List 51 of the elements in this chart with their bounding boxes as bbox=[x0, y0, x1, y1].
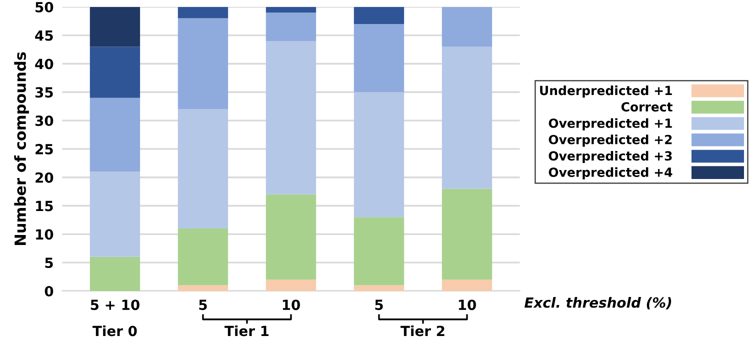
bar bbox=[354, 92, 404, 218]
y-tick-label: 20 bbox=[36, 172, 54, 183]
x-tick-label: 5 bbox=[199, 300, 207, 310]
y-tick-label: 10 bbox=[36, 229, 54, 240]
bar bbox=[178, 6, 228, 18]
y-tick-label: 45 bbox=[35, 30, 53, 41]
bar bbox=[354, 6, 404, 24]
text: Excl. threshold (%) bbox=[524, 297, 672, 310]
text: Tier 0 bbox=[92, 325, 137, 336]
x-tick-label: 10 bbox=[282, 300, 300, 310]
bar bbox=[90, 256, 140, 291]
bar bbox=[90, 172, 140, 257]
legend-label: Overpredicted +4 bbox=[548, 167, 672, 180]
bar bbox=[442, 46, 492, 189]
bar bbox=[266, 41, 316, 194]
bar bbox=[90, 98, 140, 172]
bar bbox=[90, 46, 140, 98]
bar bbox=[442, 280, 492, 291]
bar bbox=[442, 188, 492, 280]
text: Tier 1 bbox=[224, 325, 269, 336]
legend-label: Underpredicted +1 bbox=[540, 86, 672, 98]
x-tick-label: 5 bbox=[375, 300, 383, 310]
legend-label: Overpredicted +1 bbox=[548, 118, 672, 130]
bar bbox=[354, 285, 404, 291]
bar bbox=[178, 18, 228, 110]
x-tick-label: 5 + 10 bbox=[90, 300, 140, 310]
y-tick-label: 50 bbox=[36, 2, 54, 12]
y-axis-title: Number of compounds bbox=[14, 52, 29, 245]
bar bbox=[266, 6, 316, 13]
y-tick-label: 30 bbox=[35, 116, 54, 126]
bar bbox=[178, 228, 228, 286]
legend-label: Overpredicted +3 bbox=[548, 150, 672, 164]
y-tick-label: 5 bbox=[45, 258, 53, 268]
bar bbox=[178, 285, 228, 291]
text: Tier 2 bbox=[400, 325, 444, 336]
y-tick-label: 40 bbox=[35, 58, 54, 70]
legend-label: Correct bbox=[621, 102, 672, 112]
legend-label: Overpredicted +2 bbox=[548, 134, 672, 147]
y-tick-label: 15 bbox=[36, 200, 53, 212]
bar bbox=[266, 194, 316, 280]
bar bbox=[442, 6, 492, 47]
y-tick-label: 0 bbox=[44, 286, 54, 296]
bar bbox=[266, 12, 316, 42]
x-tick-label: 10 bbox=[458, 300, 476, 310]
bar bbox=[354, 217, 404, 286]
bar bbox=[266, 280, 316, 291]
bar bbox=[354, 24, 404, 92]
bar bbox=[178, 109, 228, 228]
y-tick-label: 25 bbox=[36, 144, 53, 154]
bar bbox=[90, 6, 140, 47]
y-tick-label: 35 bbox=[35, 87, 53, 98]
